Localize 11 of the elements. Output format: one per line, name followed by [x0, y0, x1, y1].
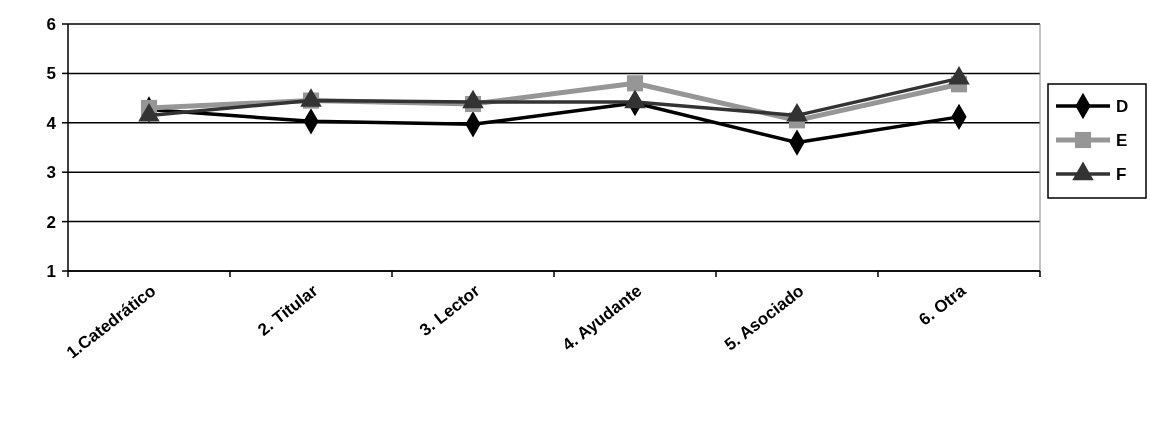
y-tick-label: 6 — [46, 14, 56, 34]
y-tick-label: 2 — [46, 212, 56, 232]
legend-label: D — [1116, 96, 1129, 116]
y-tick-label: 4 — [46, 113, 57, 133]
x-tick-label: 6. Otra — [915, 280, 970, 330]
legend-label: F — [1116, 164, 1127, 184]
point — [626, 75, 644, 92]
legend-label: E — [1116, 130, 1128, 150]
y-tick-label: 5 — [46, 64, 56, 84]
y-tick-label: 1 — [46, 261, 56, 281]
y-tick-label: 3 — [46, 163, 56, 183]
